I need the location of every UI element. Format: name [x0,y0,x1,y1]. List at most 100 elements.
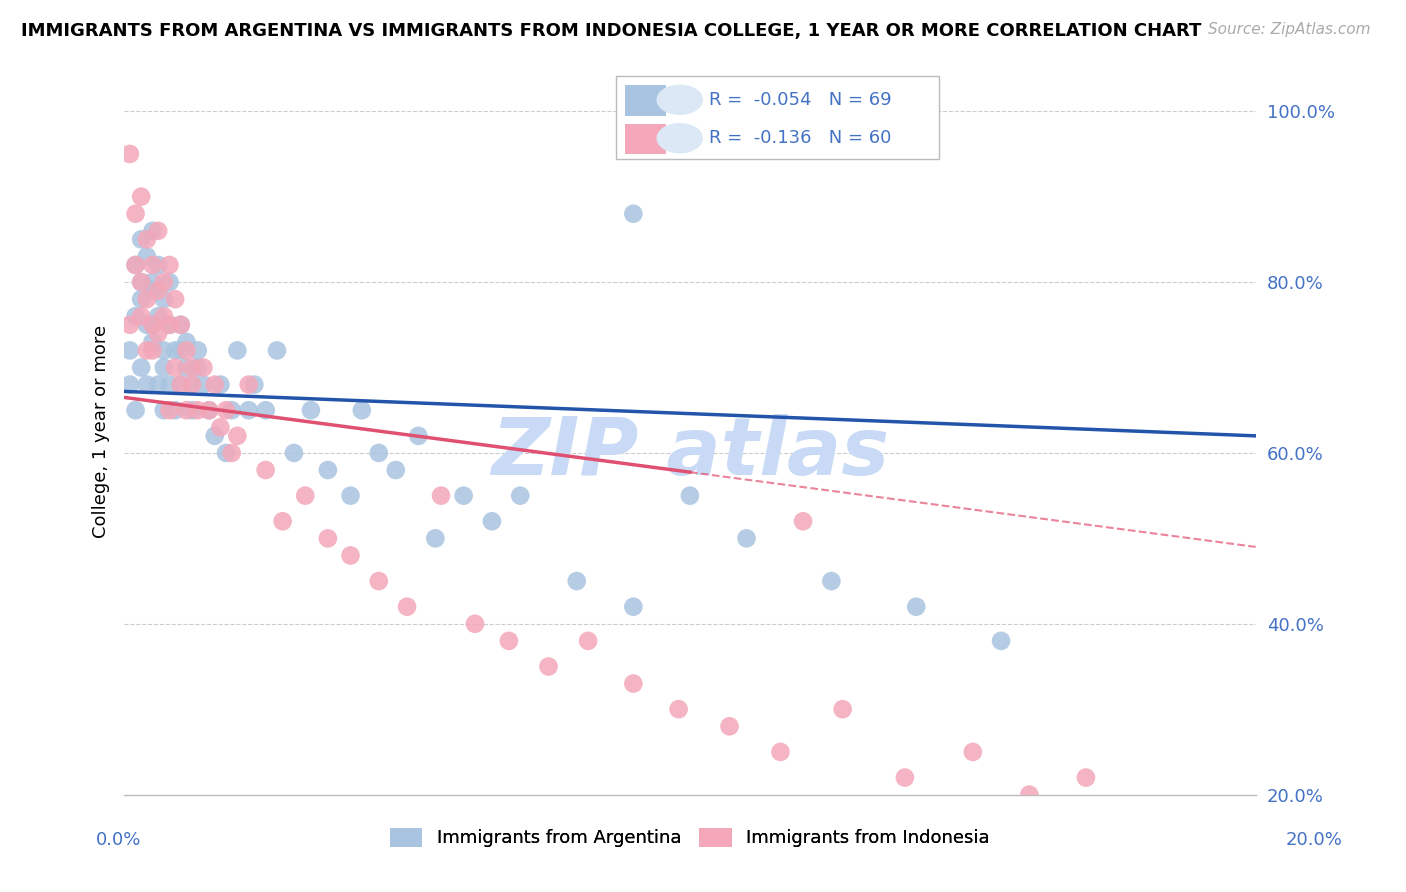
Point [266,343,288,358]
Point [141,275,163,289]
Point [135,250,157,264]
Point [129,310,152,324]
Point [146,310,169,324]
Point [254,403,277,417]
Point [221,446,243,460]
Point [209,420,232,434]
Point [129,189,152,203]
Point [146,284,169,298]
Point [990,633,1012,648]
Y-axis label: College, 1 year or more: College, 1 year or more [93,325,110,538]
Point [176,343,198,358]
Point [159,258,181,272]
Point [221,403,243,417]
Point [271,514,294,528]
Text: 20.0%: 20.0% [1286,831,1343,849]
Point [565,574,588,588]
Point [408,429,430,443]
Point [118,147,141,161]
Point [141,318,163,332]
Point [146,224,169,238]
Point [129,275,152,289]
Point [181,360,204,375]
Point [769,745,792,759]
Point [118,318,141,332]
Point [621,207,644,221]
Point [141,258,163,272]
Point [153,360,176,375]
Text: R =  -0.136   N = 60: R = -0.136 N = 60 [709,129,891,147]
Point [299,403,322,417]
Point [509,489,531,503]
Point [283,446,305,460]
Point [153,403,176,417]
Point [165,360,187,375]
Point [198,403,221,417]
Point [141,284,163,298]
Point [129,360,152,375]
Point [159,403,181,417]
Point [1074,771,1097,785]
Point [129,292,152,306]
Point [226,343,249,358]
Point [905,599,928,614]
Point [481,514,503,528]
Point [141,343,163,358]
Point [316,463,339,477]
Circle shape [657,124,703,153]
Point [215,446,238,460]
Point [141,224,163,238]
Point [129,275,152,289]
Text: 0.0%: 0.0% [96,831,141,849]
Point [316,532,339,546]
Point [792,514,814,528]
Point [204,429,226,443]
Point [453,489,475,503]
Point [204,377,226,392]
Point [187,360,209,375]
Point [141,318,163,332]
Point [962,745,984,759]
Point [339,489,361,503]
Point [226,429,249,443]
Point [187,343,209,358]
Point [129,232,152,246]
Point [820,574,842,588]
Text: ZIP atlas: ZIP atlas [491,415,889,492]
Point [254,463,277,477]
Point [124,207,146,221]
Circle shape [657,86,703,114]
Point [215,403,238,417]
Point [159,318,181,332]
Point [170,318,193,332]
Point [146,258,169,272]
Point [118,377,141,392]
Point [367,446,389,460]
Point [679,489,702,503]
Point [367,574,389,588]
Point [181,377,204,392]
Point [894,771,917,785]
Point [181,403,204,417]
Point [176,334,198,349]
Point [576,633,599,648]
Text: IMMIGRANTS FROM ARGENTINA VS IMMIGRANTS FROM INDONESIA COLLEGE, 1 YEAR OR MORE C: IMMIGRANTS FROM ARGENTINA VS IMMIGRANTS … [21,22,1202,40]
FancyBboxPatch shape [626,86,666,116]
Point [159,377,181,392]
Point [141,334,163,349]
Point [350,403,373,417]
Point [193,360,215,375]
Point [187,403,209,417]
Point [153,292,176,306]
Point [165,343,187,358]
Point [668,702,690,716]
Point [198,403,221,417]
Point [193,377,215,392]
Point [243,377,266,392]
Point [170,343,193,358]
Point [464,616,486,631]
Point [135,343,157,358]
Point [135,292,157,306]
Point [170,318,193,332]
Point [165,292,187,306]
